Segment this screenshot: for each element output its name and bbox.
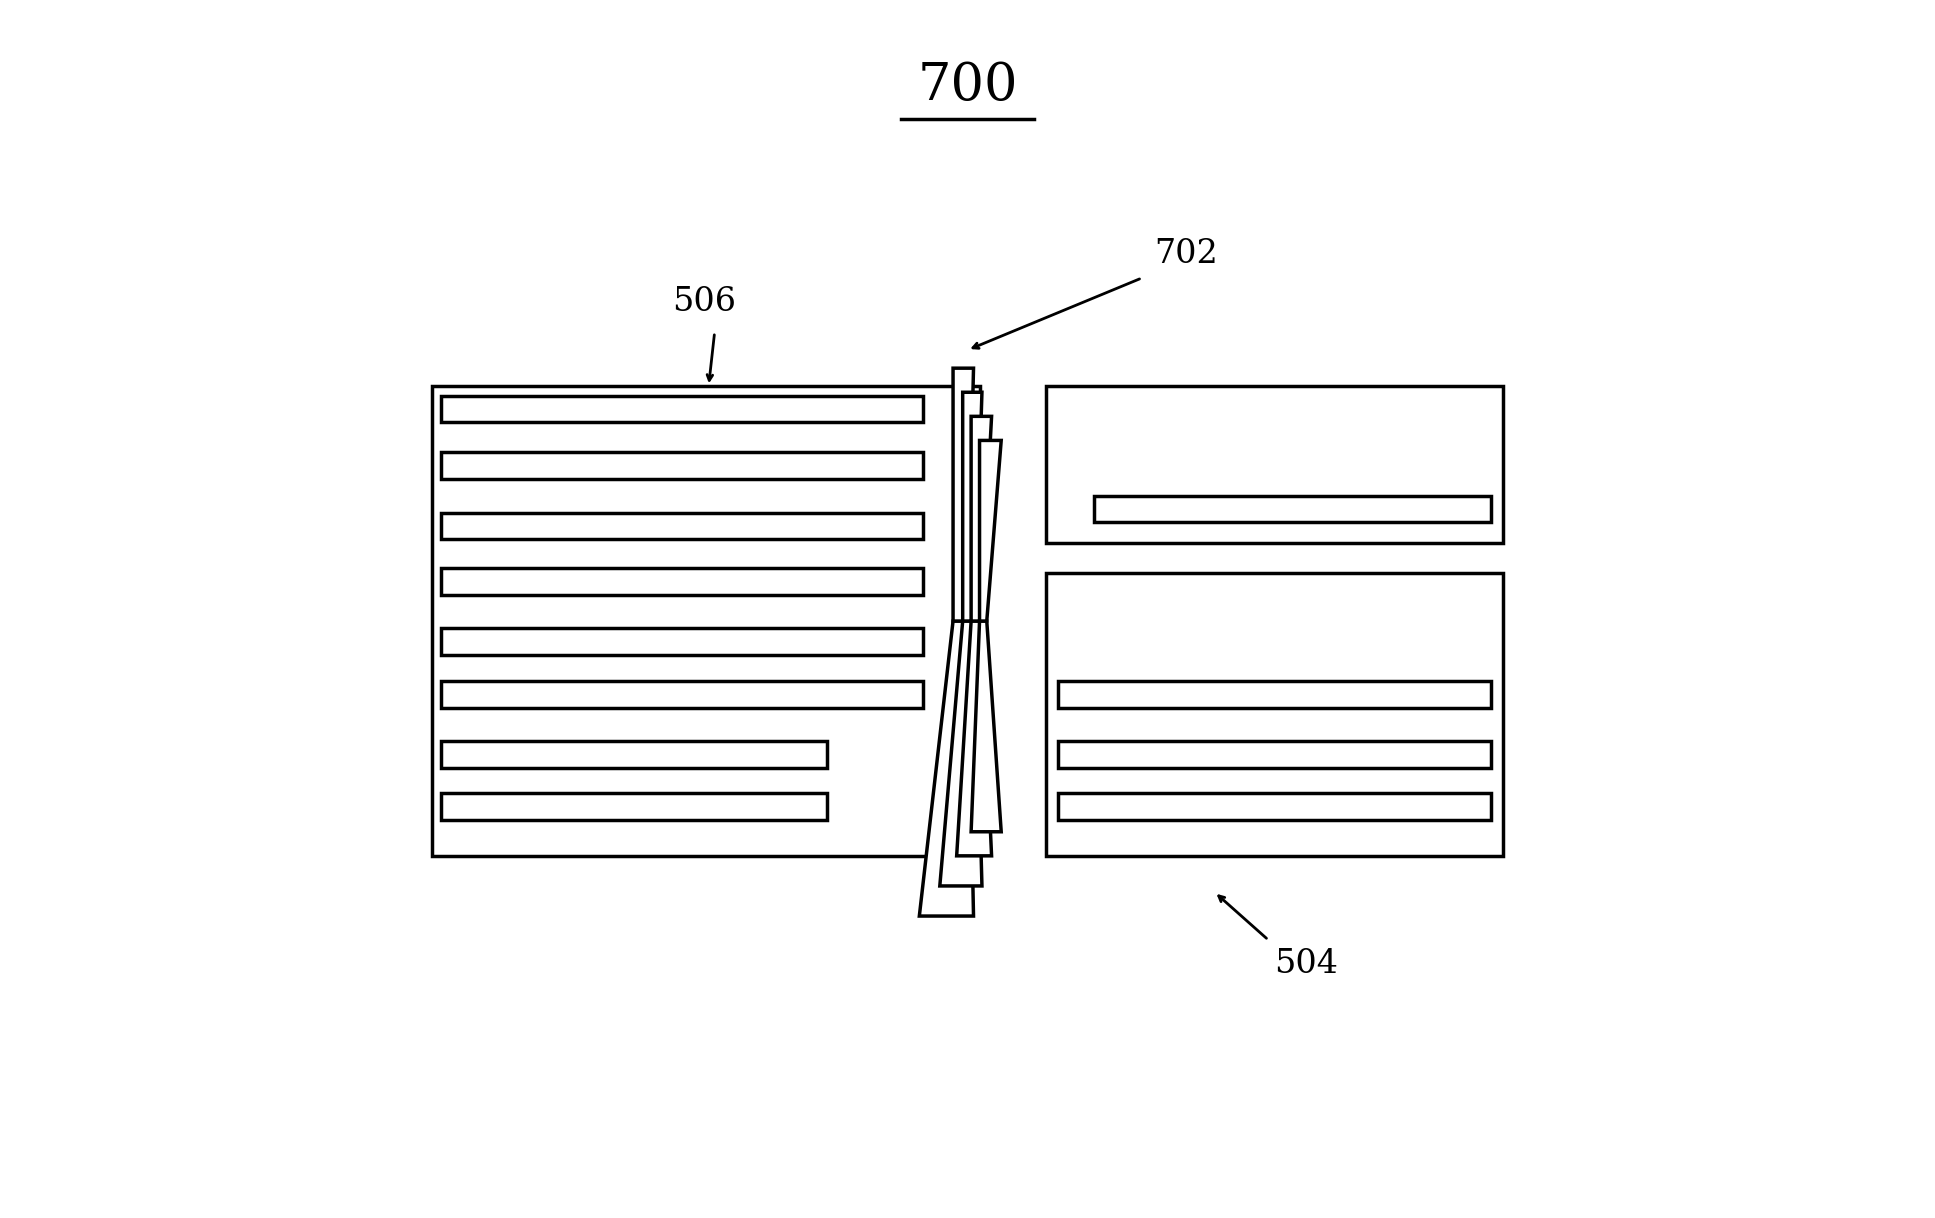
Bar [1045, 572, 1503, 856]
Bar [1058, 742, 1492, 767]
Bar [441, 628, 923, 655]
Bar [1058, 681, 1492, 708]
Bar [1045, 386, 1503, 543]
Polygon shape [971, 621, 1000, 832]
Text: 702: 702 [1153, 238, 1217, 270]
Bar [441, 396, 923, 423]
Polygon shape [919, 621, 973, 916]
Bar [432, 386, 979, 856]
Polygon shape [979, 441, 1000, 621]
Bar [441, 681, 923, 708]
Polygon shape [964, 392, 981, 621]
Text: 504: 504 [1275, 948, 1339, 980]
Text: 506: 506 [673, 286, 737, 318]
Polygon shape [971, 417, 991, 621]
Polygon shape [940, 621, 981, 885]
Polygon shape [954, 368, 973, 621]
Bar [441, 568, 923, 594]
Bar [441, 742, 826, 767]
Bar [1058, 793, 1492, 820]
Bar [1093, 496, 1492, 523]
Bar [441, 793, 826, 820]
Polygon shape [956, 621, 991, 856]
Bar [441, 452, 923, 479]
Bar [441, 513, 923, 540]
Text: 700: 700 [917, 60, 1018, 111]
